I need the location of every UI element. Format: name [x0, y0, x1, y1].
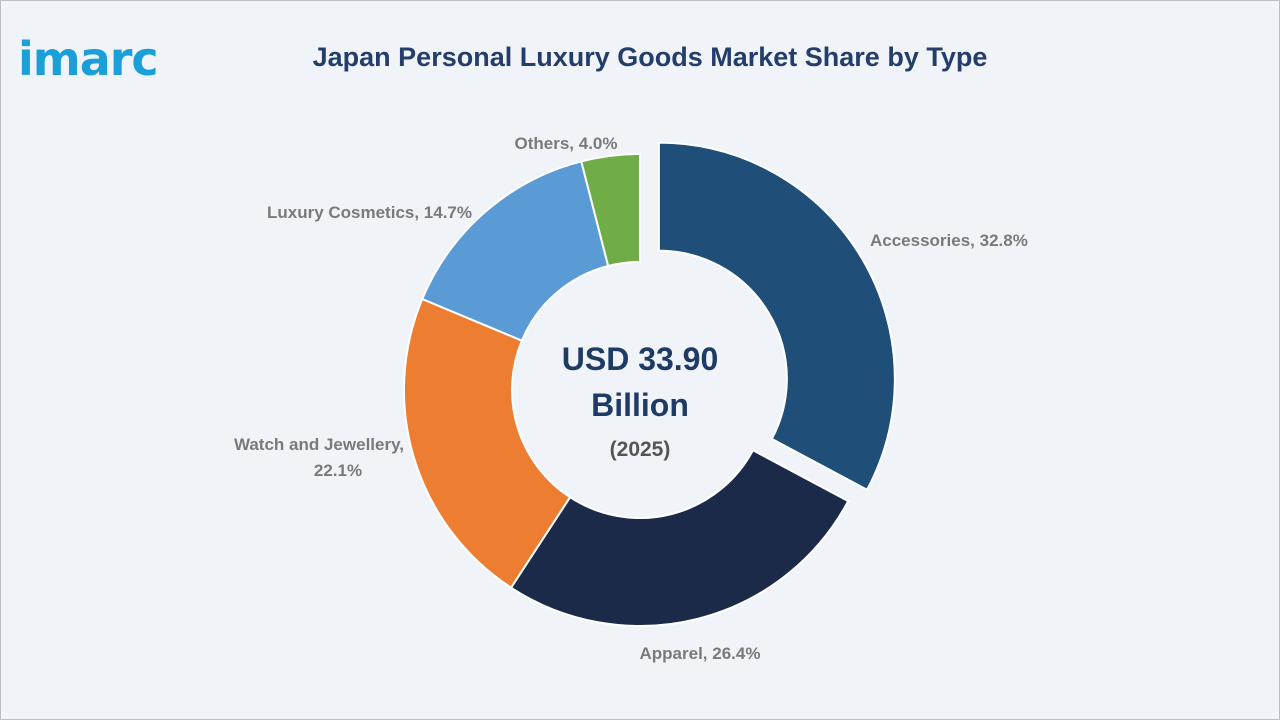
slice-others [580, 152, 641, 268]
label-watch-and-jewellery-value: 22.1% [314, 461, 362, 480]
label-luxury-cosmetics: Luxury Cosmetics, 14.7% [267, 203, 472, 222]
label-others: Others, 4.0% [515, 134, 618, 153]
label-accessories: Accessories, 32.8% [870, 231, 1028, 250]
label-watch-and-jewellery: Watch and Jewellery, [234, 435, 404, 454]
logo-text: imarc [18, 32, 159, 86]
center-unit: Billion [591, 387, 689, 423]
label-apparel: Apparel, 26.4% [640, 644, 761, 663]
slice-luxury-cosmetics [420, 160, 610, 342]
slice-apparel [509, 448, 850, 627]
center-value: USD 33.90 [562, 341, 719, 377]
slice-accessories [657, 141, 896, 492]
center-year: (2025) [610, 438, 671, 461]
imarc-logo: imarc [18, 12, 159, 86]
slice-watch-and-jewellery [403, 297, 572, 590]
chart-title: Japan Personal Luxury Goods Market Share… [312, 42, 988, 72]
